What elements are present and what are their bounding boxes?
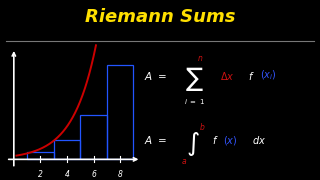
Text: $(x)$: $(x)$: [222, 134, 237, 147]
Bar: [107, 65, 133, 159]
Bar: [54, 140, 80, 159]
Text: $i\ {=}\ 1$: $i\ {=}\ 1$: [184, 97, 205, 106]
Text: $f$: $f$: [248, 70, 255, 82]
Bar: [80, 115, 107, 159]
Text: 4: 4: [65, 170, 69, 179]
Text: $f$: $f$: [212, 134, 219, 146]
Text: 6: 6: [91, 170, 96, 179]
Text: Riemann Sums: Riemann Sums: [85, 8, 235, 26]
Text: $\Delta x$: $\Delta x$: [220, 70, 234, 82]
Text: $(x_i)$: $(x_i)$: [260, 69, 277, 82]
Text: $A\ =$: $A\ =$: [144, 134, 167, 146]
Text: $\int$: $\int$: [186, 130, 200, 158]
Text: $dx$: $dx$: [252, 134, 266, 146]
Text: $b$: $b$: [199, 121, 206, 132]
Text: $A\ =$: $A\ =$: [144, 70, 167, 82]
Text: 2: 2: [38, 170, 43, 179]
Text: $\sum$: $\sum$: [185, 66, 204, 93]
Text: 8: 8: [118, 170, 123, 179]
Text: $a$: $a$: [181, 157, 187, 166]
Text: $n$: $n$: [197, 54, 203, 63]
Bar: [27, 152, 54, 159]
